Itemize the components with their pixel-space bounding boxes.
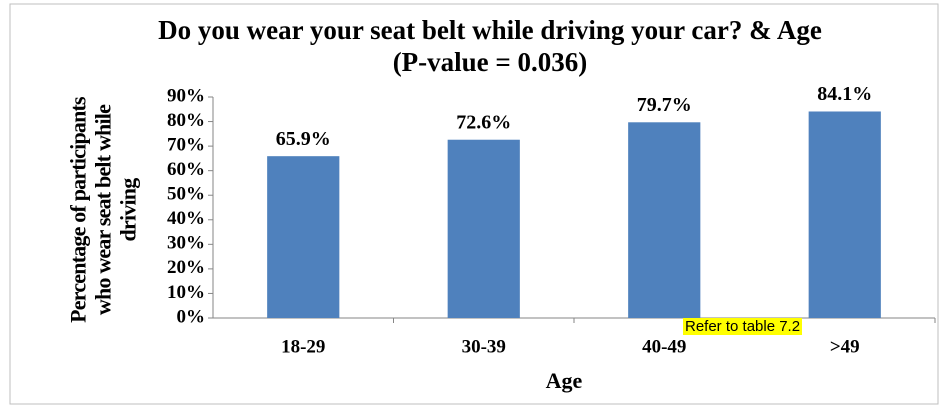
annotation: Refer to table 7.2 bbox=[683, 318, 803, 335]
value-label: 79.7% bbox=[637, 94, 692, 116]
y-tick-label: 90% bbox=[167, 85, 205, 106]
bar bbox=[447, 139, 520, 318]
bar bbox=[267, 156, 340, 318]
value-label: 65.9% bbox=[276, 128, 331, 150]
y-tick-label: 60% bbox=[167, 159, 205, 180]
y-tick-label: 0% bbox=[177, 306, 206, 327]
y-tick-label: 20% bbox=[167, 257, 205, 278]
y-tick-label: 40% bbox=[167, 208, 205, 229]
chart-frame bbox=[9, 3, 939, 405]
value-label: 84.1% bbox=[817, 83, 872, 105]
value-label: 72.6% bbox=[456, 111, 511, 133]
x-tick-label: 18-29 bbox=[281, 336, 325, 357]
chart-title: Do you wear your seat belt while driving… bbox=[158, 15, 822, 77]
y-tick-label: 10% bbox=[167, 282, 205, 303]
x-tick-label: >49 bbox=[830, 336, 860, 357]
bar bbox=[808, 111, 881, 318]
y-tick-label: 30% bbox=[167, 233, 205, 254]
bar bbox=[628, 122, 701, 318]
x-tick-label: 40-49 bbox=[642, 336, 686, 357]
y-axis-label: Percentage of participants who wear seat… bbox=[65, 97, 141, 323]
x-axis-label: Age bbox=[546, 368, 583, 393]
y-tick-label: 70% bbox=[167, 134, 205, 155]
x-tick-label: 30-39 bbox=[462, 336, 506, 357]
y-tick-label: 50% bbox=[167, 184, 205, 205]
y-tick-label: 80% bbox=[167, 110, 205, 131]
